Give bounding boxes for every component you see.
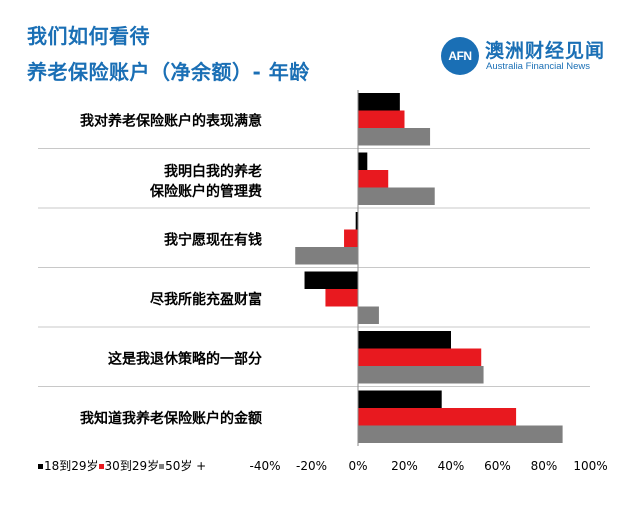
afn-logo: AFN 澳洲财经见闻 Australia Financial News bbox=[441, 37, 621, 77]
bar-s1-c1 bbox=[358, 93, 400, 111]
logo-name-en: Australia Financial News bbox=[486, 61, 591, 72]
legend-label-3: 50岁 + bbox=[165, 459, 207, 473]
category-label-5: 这是我退休策略的一部分 bbox=[108, 350, 262, 367]
category-label-4: 尽我所能充盈财富 bbox=[150, 291, 262, 308]
bar-s1-c3 bbox=[355, 212, 358, 230]
legend-swatch-3 bbox=[159, 464, 165, 469]
bar-s1-c4 bbox=[304, 271, 358, 289]
x-tick-label: 40% bbox=[438, 459, 465, 473]
legend-swatch-2 bbox=[98, 464, 104, 469]
legend-label-1: 18到29岁 bbox=[44, 459, 99, 473]
category-label-2: 我明白我的养老保险账户的管理费 bbox=[149, 163, 262, 200]
chart-title-line1: 我们如何看待 bbox=[27, 24, 150, 48]
bar-s3-c2 bbox=[358, 187, 435, 205]
bar-s3-c1 bbox=[358, 128, 431, 146]
x-tick-label: 60% bbox=[484, 459, 511, 473]
bar-s2-c5 bbox=[358, 348, 482, 366]
bar-s1-c2 bbox=[358, 152, 368, 170]
category-label-1: 我对养老保险账户的表现满意 bbox=[80, 112, 262, 129]
bar-s2-c1 bbox=[358, 110, 405, 128]
bar-s1-c5 bbox=[358, 331, 451, 349]
bar-s2-c3 bbox=[344, 229, 358, 247]
legend-label-2: 30到29岁 bbox=[104, 459, 160, 473]
legend: 18到29岁 30到29岁 50岁 + bbox=[38, 457, 206, 474]
chart-title-line2: 养老保险账户（净余额）- 年龄 bbox=[27, 60, 310, 84]
bar-s3-c5 bbox=[358, 366, 484, 384]
x-tick-label: 0% bbox=[348, 459, 367, 473]
category-label-6: 我知道我养老保险账户的金额 bbox=[80, 410, 262, 427]
bar-s1-c6 bbox=[358, 390, 442, 408]
bar-s3-c6 bbox=[358, 425, 563, 443]
logo-name-cn: 澳洲财经见闻 bbox=[485, 40, 606, 62]
x-tick-label: 20% bbox=[391, 459, 418, 473]
bar-s2-c2 bbox=[358, 170, 389, 188]
bar-s3-c4 bbox=[358, 306, 379, 324]
legend-swatch-1 bbox=[38, 464, 43, 469]
bar-s2-c6 bbox=[358, 408, 517, 426]
x-tick-label: 80% bbox=[531, 459, 558, 473]
category-label-3: 我宁愿现在有钱 bbox=[164, 231, 262, 248]
bar-s2-c4 bbox=[325, 289, 358, 307]
x-tick-label: -40% bbox=[249, 459, 280, 473]
afn-badge-icon: AFN bbox=[441, 37, 479, 75]
bar-s3-c3 bbox=[295, 247, 358, 265]
x-tick-label: -20% bbox=[296, 459, 327, 473]
x-tick-label: 100% bbox=[573, 459, 607, 473]
